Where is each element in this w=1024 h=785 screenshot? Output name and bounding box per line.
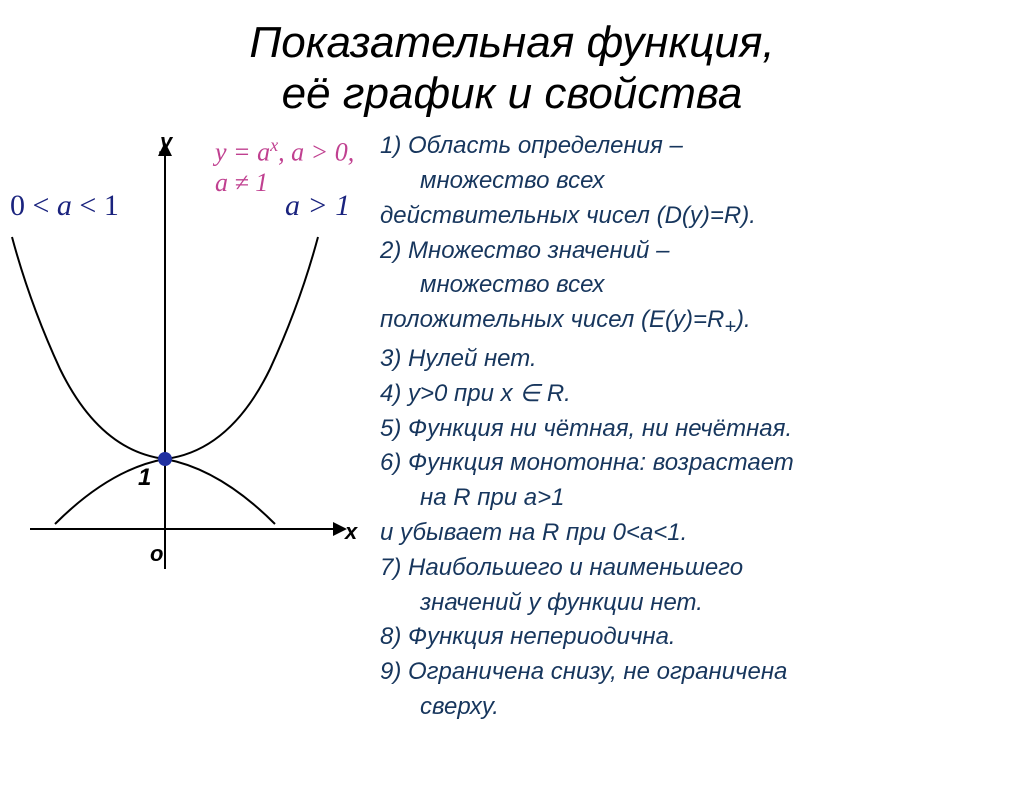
property-line: положительных чисел (E(y)=R+).: [380, 303, 1004, 342]
property-line: 3) Нулей нет.: [380, 342, 1004, 377]
title-line-1: Показательная функция,: [0, 18, 1024, 69]
slide-title: Показательная функция, её график и свойс…: [0, 18, 1024, 119]
graph-panel: y y = ax, a > 0, a ≠ 1 0 < a < 1 a > 1 1…: [0, 129, 370, 609]
properties-list: 1) Область определения –множество всехде…: [380, 129, 1004, 725]
property-line: и убывает на R при 0<a<1.: [380, 516, 1004, 551]
property-line: на R при a>1: [380, 481, 1004, 516]
property-line: сверху.: [380, 690, 1004, 725]
property-line: значений у функции нет.: [380, 586, 1004, 621]
title-line-2: её график и свойства: [0, 69, 1024, 120]
property-line: 7) Наибольшего и наименьшего: [380, 551, 1004, 586]
property-line: 2) Множество значений –: [380, 234, 1004, 269]
property-line: 9) Ограничена снизу, не ограничена: [380, 655, 1004, 690]
property-line: 4) y>0 при x ∈ R.: [380, 377, 1004, 412]
property-line: 8) Функция непериодична.: [380, 620, 1004, 655]
property-line: 1) Область определения –: [380, 129, 1004, 164]
x-axis-label: x: [345, 519, 357, 545]
graph-svg: [0, 129, 370, 599]
property-line: множество всех: [380, 268, 1004, 303]
property-line: действительных чисел (D(y)=R).: [380, 199, 1004, 234]
origin-label: o: [150, 541, 163, 567]
properties-panel: 1) Область определения –множество всехде…: [370, 129, 1024, 725]
property-line: 6) Функция монотонна: возрастает: [380, 446, 1004, 481]
content-area: y y = ax, a > 0, a ≠ 1 0 < a < 1 a > 1 1…: [0, 129, 1024, 725]
property-line: 5) Функция ни чётная, ни нечётная.: [380, 412, 1004, 447]
property-line: множество всех: [380, 164, 1004, 199]
tick-label-1: 1: [138, 464, 151, 492]
